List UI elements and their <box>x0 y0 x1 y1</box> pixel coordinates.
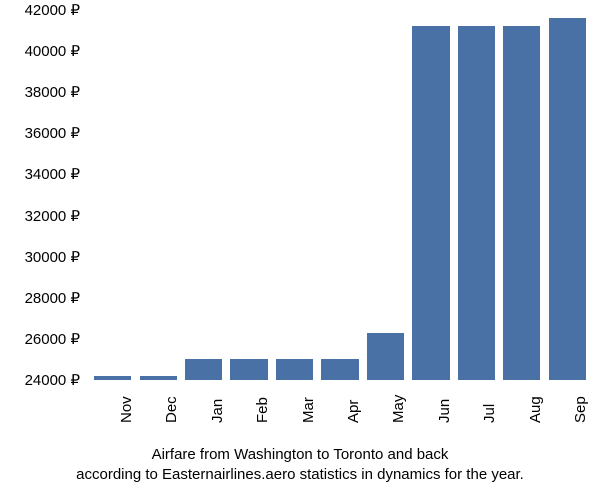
bar <box>321 359 358 380</box>
bar <box>549 18 586 380</box>
y-tick-label: 36000 ₽ <box>25 124 80 142</box>
x-tick-label: Feb <box>254 397 271 423</box>
x-tick-label: Jul <box>481 404 498 423</box>
bar <box>185 359 222 380</box>
caption-line-1: Airfare from Washington to Toronto and b… <box>152 446 449 463</box>
chart-caption: Airfare from Washington to Toronto and b… <box>0 445 600 486</box>
chart-plot-area <box>90 10 590 380</box>
x-tick-label: Mar <box>300 397 317 423</box>
bar <box>276 359 313 380</box>
x-axis: Nov Dec Jan Feb Mar Apr May Jun Jul Aug Sep <box>90 385 590 445</box>
x-tick-label: Sep <box>572 396 589 423</box>
y-tick-label: 34000 ₽ <box>25 165 80 183</box>
y-tick-label: 30000 ₽ <box>25 248 80 266</box>
y-tick-label: 40000 ₽ <box>25 42 80 60</box>
y-tick-label: 38000 ₽ <box>25 83 80 101</box>
bar <box>458 26 495 380</box>
x-tick-label: Aug <box>527 396 544 423</box>
y-tick-label: 26000 ₽ <box>25 330 80 348</box>
bars-container <box>90 10 590 380</box>
y-tick-label: 24000 ₽ <box>25 371 80 389</box>
x-tick-label: Jun <box>436 399 453 423</box>
bar <box>412 26 449 380</box>
y-tick-label: 32000 ₽ <box>25 207 80 225</box>
y-axis: 24000 ₽26000 ₽28000 ₽30000 ₽32000 ₽34000… <box>0 10 85 380</box>
bar <box>140 376 177 380</box>
x-tick-label: Apr <box>345 400 362 423</box>
bar <box>367 333 404 380</box>
bar <box>230 359 267 380</box>
x-tick-label: May <box>390 395 407 423</box>
y-tick-label: 28000 ₽ <box>25 289 80 307</box>
y-tick-label: 42000 ₽ <box>25 1 80 19</box>
bar <box>503 26 540 380</box>
bar <box>94 376 131 380</box>
x-tick-label: Dec <box>163 396 180 423</box>
x-tick-label: Jan <box>209 399 226 423</box>
x-tick-label: Nov <box>118 396 135 423</box>
caption-line-2: according to Easternairlines.aero statis… <box>76 466 524 483</box>
